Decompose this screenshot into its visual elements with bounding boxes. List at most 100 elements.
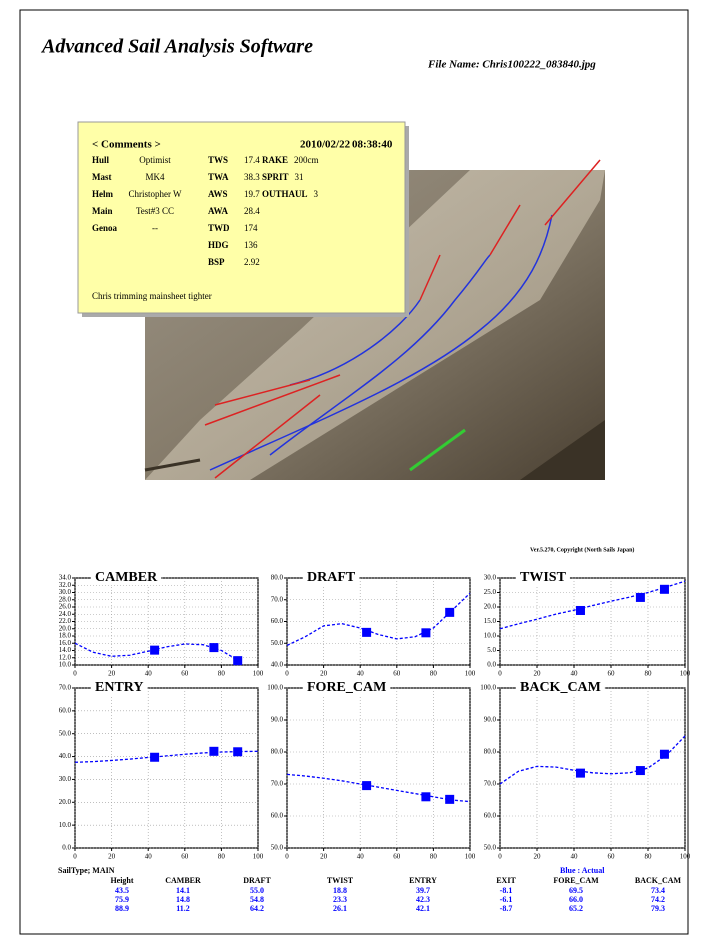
table-cell: 54.8	[250, 895, 264, 904]
y-tick-label: 80.0	[271, 574, 284, 582]
y-tick-label: 28.0	[59, 595, 72, 603]
data-point	[421, 628, 430, 637]
x-tick-label: 60	[393, 853, 401, 861]
x-tick-label: 20	[320, 670, 328, 678]
y-tick-label: 70.0	[59, 684, 72, 692]
x-tick-label: 60	[393, 670, 401, 678]
x-tick-label: 100	[253, 670, 264, 678]
chart: 10.012.014.016.018.020.022.024.026.028.0…	[59, 570, 264, 677]
table-header: Height	[110, 876, 133, 885]
x-tick-label: 80	[430, 853, 438, 861]
x-tick-label: 20	[320, 853, 328, 861]
y-tick-label: 20.0	[59, 798, 72, 806]
y-tick-label: 70.0	[271, 595, 284, 603]
y-tick-label: 0.0	[487, 661, 496, 669]
data-point	[233, 747, 242, 756]
comment-value: Test#3 CC	[136, 206, 174, 216]
x-tick-label: 80	[218, 670, 226, 678]
x-tick-label: 100	[253, 853, 264, 861]
y-tick-label: 50.0	[271, 639, 284, 647]
comment-label: Helm	[92, 189, 113, 199]
comment-value: 31	[295, 172, 304, 182]
y-tick-label: 90.0	[484, 716, 497, 724]
y-tick-label: 5.0	[487, 646, 496, 654]
plot-area	[287, 688, 470, 848]
comments-box	[78, 122, 405, 313]
comment-value: --	[152, 223, 158, 233]
y-tick-label: 30.0	[59, 588, 72, 596]
comment-label: Main	[92, 206, 113, 216]
comment-value: 200cm	[294, 155, 319, 165]
comment-value: 136	[244, 240, 258, 250]
y-tick-label: 30.0	[59, 775, 72, 783]
y-tick-label: 20.0	[484, 603, 497, 611]
x-tick-label: 0	[498, 853, 502, 861]
data-point	[150, 646, 159, 655]
page: Advanced Sail Analysis Software File Nam…	[0, 0, 705, 935]
y-tick-label: 10.0	[59, 821, 72, 829]
table-header: ENTRY	[409, 876, 437, 885]
table-cell: 42.1	[416, 904, 430, 913]
y-tick-label: 50.0	[59, 729, 72, 737]
table-header: CAMBER	[165, 876, 201, 885]
data-point	[362, 628, 371, 637]
data-point	[636, 766, 645, 775]
x-tick-label: 60	[608, 670, 616, 678]
comment-label: TWS	[208, 155, 228, 165]
table-cell: 65.2	[569, 904, 583, 913]
comment-label: Hull	[92, 155, 110, 165]
x-tick-label: 0	[73, 853, 77, 861]
comment-label: TWD	[208, 223, 230, 233]
y-tick-label: 30.0	[484, 574, 497, 582]
table-cell: 14.1	[176, 886, 190, 895]
y-tick-label: 60.0	[271, 812, 284, 820]
x-tick-label: 40	[145, 670, 153, 678]
y-tick-label: 22.0	[59, 617, 72, 625]
data-point	[660, 750, 669, 759]
x-tick-label: 60	[181, 853, 189, 861]
y-tick-label: 100.0	[267, 684, 283, 692]
y-tick-label: 15.0	[484, 617, 497, 625]
table-cell: 79.3	[651, 904, 665, 913]
table-legend: Blue : Actual	[560, 866, 605, 875]
comment-value: 38.3	[244, 172, 260, 182]
x-tick-label: 80	[645, 670, 653, 678]
y-tick-label: 16.0	[59, 639, 72, 647]
data-point	[576, 606, 585, 615]
comment-value: 19.7	[244, 189, 260, 199]
y-tick-label: 90.0	[271, 716, 284, 724]
y-tick-label: 40.0	[59, 752, 72, 760]
table-cell: -8.1	[500, 886, 513, 895]
comment-label: OUTHAUL	[262, 189, 308, 199]
data-point	[150, 753, 159, 762]
y-tick-label: 25.0	[484, 588, 497, 596]
sail-type: SailType; MAIN	[58, 866, 115, 875]
y-tick-label: 70.0	[271, 780, 284, 788]
title: Advanced Sail Analysis Software	[40, 36, 313, 58]
table-cell: 39.7	[416, 886, 430, 895]
table-cell: 66.0	[569, 895, 583, 904]
comment-label: TWA	[208, 172, 229, 182]
y-tick-label: 26.0	[59, 603, 72, 611]
y-tick-label: 12.0	[59, 653, 72, 661]
chart-title: TWIST	[520, 570, 567, 585]
y-tick-label: 10.0	[484, 632, 497, 640]
comment-value: Christopher W	[128, 189, 182, 199]
x-tick-label: 40	[357, 853, 365, 861]
chart-title: FORE_CAM	[307, 680, 386, 695]
comment-label: RAKE	[262, 155, 288, 165]
table-cell: 43.5	[115, 886, 129, 895]
comments-heading: < Comments >	[92, 139, 161, 151]
data-point	[445, 608, 454, 617]
table-cell: 74.2	[651, 895, 665, 904]
comment-label: AWS	[208, 189, 228, 199]
data-point	[209, 747, 218, 756]
data-point	[362, 781, 371, 790]
data-point	[445, 795, 454, 804]
x-tick-label: 20	[534, 853, 542, 861]
x-tick-label: 20	[108, 670, 116, 678]
table-header: TWIST	[327, 876, 354, 885]
table-header: DRAFT	[243, 876, 271, 885]
